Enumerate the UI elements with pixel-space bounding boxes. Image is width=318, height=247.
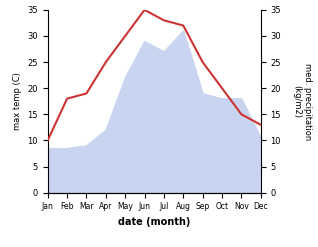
Y-axis label: med. precipitation
(kg/m2): med. precipitation (kg/m2) — [292, 63, 312, 140]
Y-axis label: max temp (C): max temp (C) — [13, 72, 22, 130]
X-axis label: date (month): date (month) — [118, 217, 190, 227]
